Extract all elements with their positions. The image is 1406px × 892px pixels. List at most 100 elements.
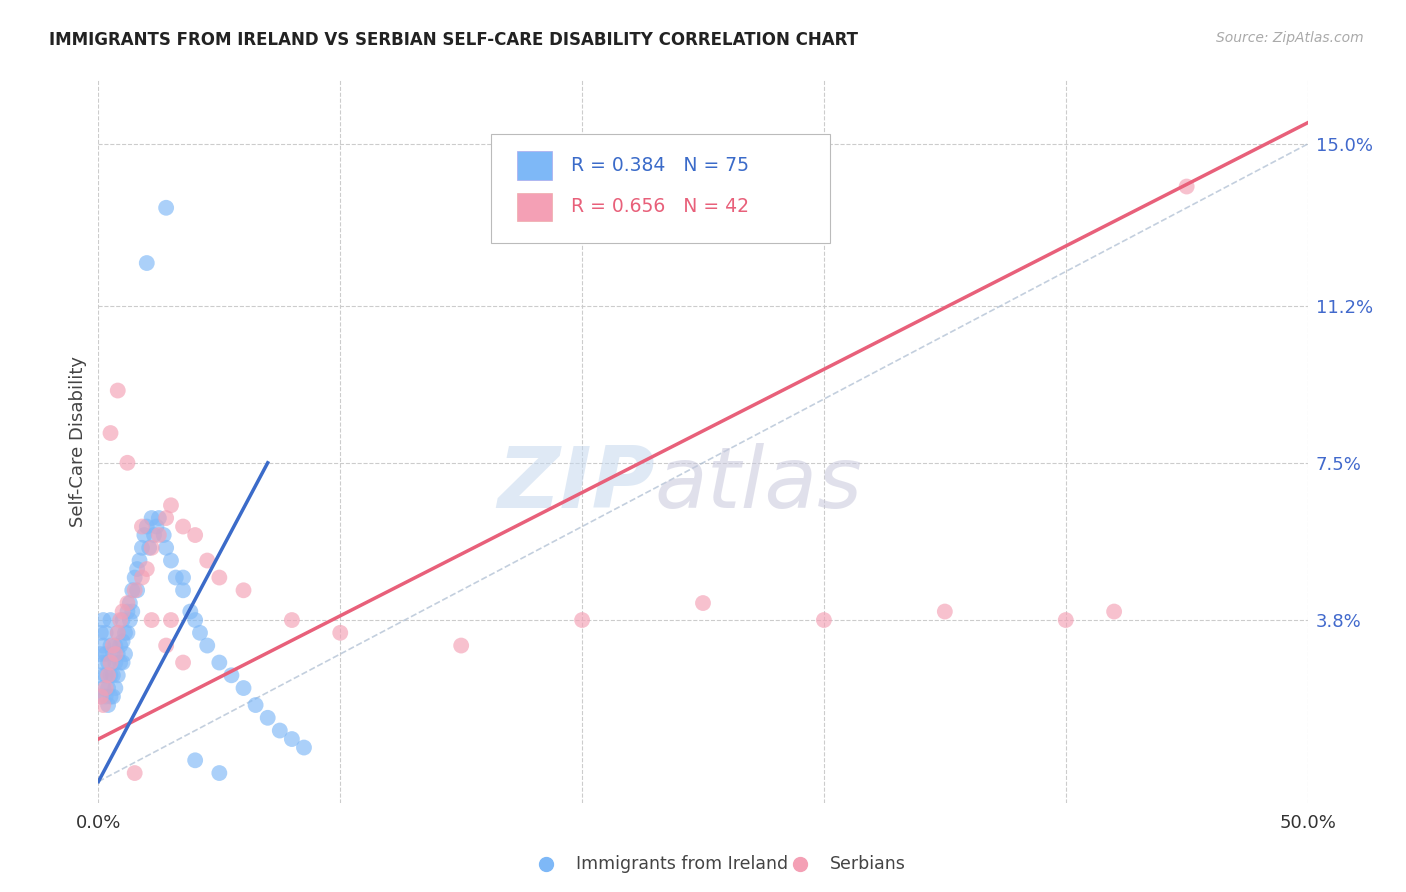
Point (179, 605, 201, 619)
Point (111, 605, 134, 619)
Point (208, 570, 231, 584)
Point (101, 639, 124, 653)
Point (101, 668, 124, 682)
Point (256, 711, 278, 725)
Point (135, 256, 157, 270)
Point (128, 553, 150, 567)
Point (104, 656, 127, 670)
Text: ZIP: ZIP (496, 443, 655, 526)
Point (131, 570, 153, 584)
Point (450, 639, 472, 653)
Point (118, 613, 141, 627)
Point (143, 528, 166, 542)
Point (188, 625, 211, 640)
Point (117, 596, 139, 610)
Point (141, 613, 163, 627)
Point (160, 498, 183, 512)
Point (184, 753, 207, 767)
Point (160, 553, 183, 567)
Point (107, 625, 129, 640)
Point (155, 201, 177, 215)
Point (104, 681, 127, 695)
Point (571, 613, 593, 627)
Point (101, 690, 124, 704)
Point (127, 562, 149, 576)
Point (172, 570, 194, 584)
Point (329, 625, 352, 640)
Point (165, 570, 187, 584)
Text: R = 0.656   N = 42: R = 0.656 N = 42 (571, 197, 749, 216)
Point (114, 647, 136, 661)
FancyBboxPatch shape (517, 193, 553, 221)
Point (94, 668, 117, 682)
Point (111, 656, 134, 670)
Point (90, 690, 112, 704)
Point (91, 698, 114, 712)
Point (141, 511, 163, 525)
Point (94, 625, 117, 640)
FancyBboxPatch shape (492, 135, 830, 243)
Point (152, 528, 174, 542)
Text: atlas: atlas (655, 443, 863, 526)
Point (692, 596, 714, 610)
Point (107, 647, 129, 661)
Point (97, 668, 120, 682)
Point (1102, 605, 1125, 619)
Point (160, 613, 183, 627)
Point (90, 668, 112, 682)
Point (100, 613, 122, 627)
Point (111, 613, 134, 627)
Point (184, 528, 207, 542)
Y-axis label: Self-Care Disability: Self-Care Disability (69, 356, 87, 527)
Point (94, 647, 117, 661)
Point (1175, 179, 1198, 194)
Point (108, 639, 131, 653)
Point (145, 519, 167, 533)
Point (934, 605, 956, 619)
Point (91, 613, 114, 627)
Point (108, 613, 131, 627)
Point (195, 553, 218, 567)
Text: IMMIGRANTS FROM IRELAND VS SERBIAN SELF-CARE DISABILITY CORRELATION CHART: IMMIGRANTS FROM IRELAND VS SERBIAN SELF-… (49, 31, 858, 49)
Point (124, 570, 146, 584)
Point (100, 690, 122, 704)
Point (121, 583, 143, 598)
Point (172, 583, 194, 598)
Point (90, 690, 112, 704)
Point (124, 583, 146, 598)
Point (114, 625, 136, 640)
Point (138, 541, 160, 555)
Point (121, 605, 143, 619)
Point (91, 639, 114, 653)
Point (208, 656, 231, 670)
Point (155, 541, 177, 555)
Point (1054, 613, 1077, 627)
Point (108, 656, 131, 670)
Point (195, 639, 218, 653)
Point (117, 605, 139, 619)
Point (117, 625, 139, 640)
Point (91, 656, 114, 670)
Point (141, 541, 163, 555)
Point (107, 668, 129, 682)
Point (148, 511, 170, 525)
Point (118, 596, 141, 610)
Point (155, 639, 177, 653)
Point (172, 519, 194, 533)
Point (221, 668, 243, 682)
Point (127, 583, 149, 598)
Point (94, 690, 117, 704)
Point (100, 425, 122, 440)
Point (97, 698, 120, 712)
Text: Immigrants from Ireland: Immigrants from Ireland (576, 855, 789, 873)
Point (100, 639, 122, 653)
Point (134, 528, 156, 542)
Text: Serbians: Serbians (830, 855, 905, 873)
Point (155, 511, 177, 525)
Point (101, 647, 124, 661)
Point (245, 698, 267, 712)
Point (148, 528, 170, 542)
Point (107, 384, 129, 398)
Point (97, 681, 120, 695)
Point (104, 647, 127, 661)
